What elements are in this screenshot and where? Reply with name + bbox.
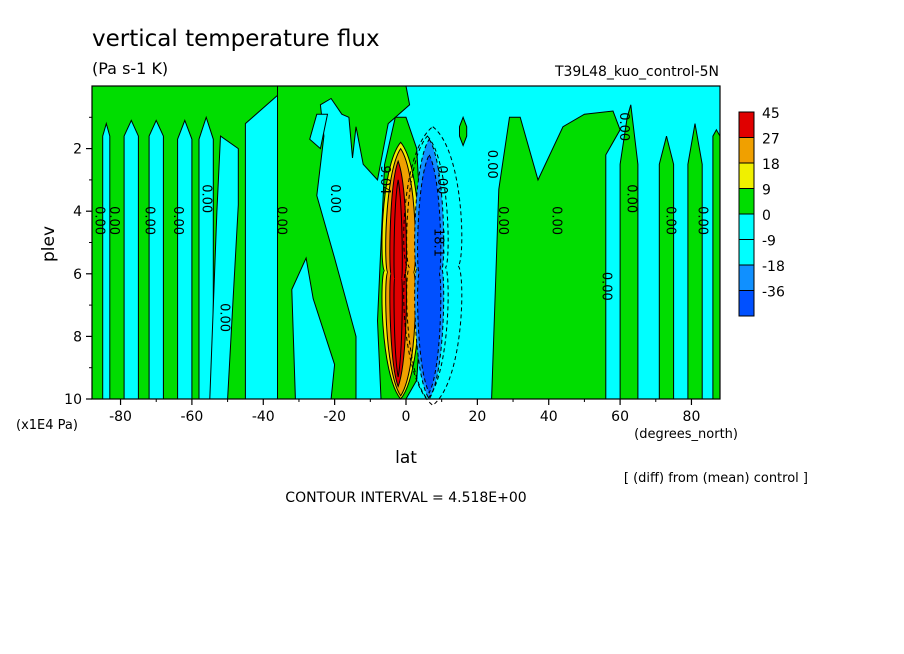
green-strip-73N	[658, 135, 675, 400]
contour-band-red	[389, 159, 407, 388]
y-axis-units: (x1E4 Pa)	[16, 418, 78, 433]
contour-label-16: 0.00	[623, 184, 638, 213]
green-blob-north-small	[459, 115, 468, 147]
contour-label-11: 0.00	[484, 150, 499, 179]
contour-label-3: 0.00	[170, 206, 185, 235]
y-tick-label: 4	[73, 204, 82, 220]
plot-area: 0.00 0.00 0.00 0.000.000.000.000.009.04 0.00…	[91, 85, 721, 406]
colorbar-label-1: 27	[762, 132, 780, 148]
y-axis-label: plev	[39, 226, 59, 262]
colorbar-label-3: 9	[762, 183, 771, 199]
colorbar-label-4: 0	[762, 208, 771, 224]
colorbar-swatch-5	[738, 239, 755, 266]
chart-title: vertical temperature flux	[92, 26, 380, 52]
contour-label-7: 0.00	[327, 184, 342, 213]
contour-label-17: 0.00	[663, 206, 678, 235]
contour-line-inner	[393, 179, 403, 378]
green-strip-86N	[712, 128, 721, 400]
contour-labels: 0.00 0.00 0.00 0.000.000.000.000.009.04 0.00…	[92, 112, 710, 332]
contour-label-1: 0.00	[106, 206, 121, 235]
colorbar-label-0: 45	[762, 106, 780, 122]
colorbar-label-5: -9	[762, 234, 776, 250]
colorbar-swatch-6	[738, 264, 755, 291]
cyan-patch-west-3	[309, 113, 329, 150]
contour-label-10: 18.1	[431, 228, 446, 257]
x-tick-label: -80	[109, 409, 132, 425]
x-tick-label: 40	[540, 409, 558, 425]
contour-label-2: 0.00	[142, 206, 157, 235]
contour-band-deepblue	[417, 153, 442, 394]
contour-label-8: 9.04	[377, 165, 392, 194]
x-tick-label: -60	[180, 409, 203, 425]
contour-label-12: 0.00	[495, 206, 510, 235]
green-region-east	[491, 110, 621, 400]
colorbar-swatch-3	[738, 188, 755, 215]
contour-label-14: 0.00	[598, 272, 613, 301]
x-tick-label: -20	[323, 409, 346, 425]
contour-line-dashed-outer	[403, 126, 463, 406]
x-tick-label: 0	[402, 409, 411, 425]
contour-label-18: 0.00	[695, 206, 710, 235]
contour-label-5: 0.00	[217, 303, 232, 332]
x-axis-units: (degrees_north)	[634, 427, 738, 442]
contour-label-15: 0.00	[616, 112, 631, 141]
y-tick-label: 8	[73, 329, 82, 345]
colorbar-swatch-2	[738, 162, 755, 189]
colorbar-label-7: -36	[762, 285, 785, 301]
chart-subtitle: (Pa s-1 K)	[92, 59, 168, 78]
colorbar-swatch-0	[738, 111, 755, 138]
y-tick-label: 10	[64, 392, 82, 408]
colorbar-swatch-7	[738, 290, 755, 317]
green-strip-81N	[687, 123, 703, 400]
x-tick-label: -40	[252, 409, 275, 425]
filled-contour-bands	[91, 85, 721, 406]
footnote: [ (diff) from (mean) control ]	[624, 471, 808, 486]
contour-label-6: 0.00	[274, 206, 289, 235]
colorbar-swatch-1	[738, 137, 755, 164]
green-strip-60N	[619, 104, 639, 400]
colorbar-label-2: 18	[762, 157, 780, 173]
colorbar-swatch-4	[738, 213, 755, 240]
contour-label-4: 0.00	[199, 184, 214, 213]
contour-interval: CONTOUR INTERVAL = 4.518E+00	[285, 490, 526, 506]
x-tick-label: 80	[683, 409, 701, 425]
contour-label-0: 0.00	[92, 206, 107, 235]
y-axis: 2 4 6 8 10	[64, 116, 92, 408]
y-tick-label: 2	[73, 142, 82, 158]
x-tick-label: 20	[468, 409, 486, 425]
x-tick-label: 60	[611, 409, 629, 425]
x-axis-label: lat	[395, 448, 417, 468]
run-label: T39L48_kuo_control-5N	[554, 64, 719, 80]
colorbar: 45 27 18 9 0 -9 -18 -36	[738, 106, 785, 317]
contour-label-9: 0.00	[434, 165, 449, 194]
y-tick-label: 6	[73, 267, 82, 283]
x-axis: -80 -60 -40 -20 0 20 40 60 80	[109, 399, 700, 425]
contour-label-13: 0.00	[548, 206, 563, 235]
colorbar-label-6: -18	[762, 259, 785, 275]
